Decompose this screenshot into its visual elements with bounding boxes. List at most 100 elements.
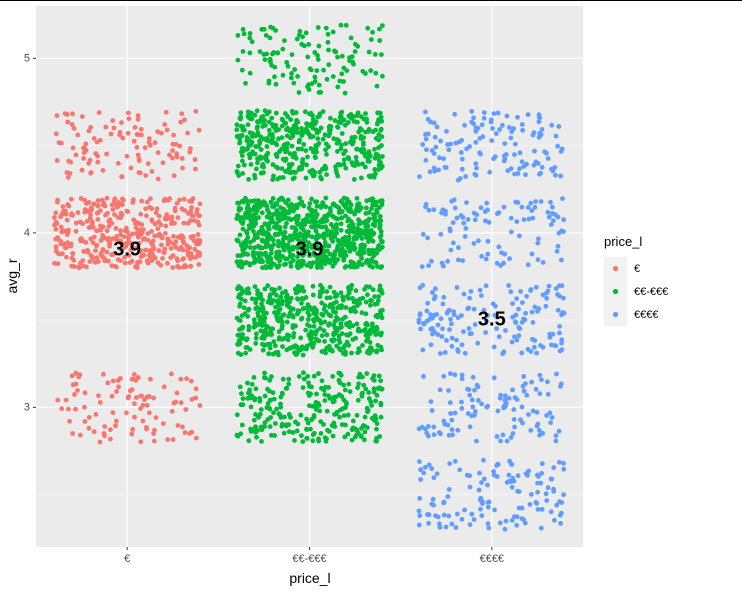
data-point [106,223,112,229]
data-point [481,476,487,482]
data-point [304,435,310,441]
data-point [288,263,294,269]
data-point [446,513,452,519]
data-point [317,408,323,414]
data-point [423,136,429,142]
data-point [492,312,498,318]
data-point [326,259,332,265]
data-point [304,426,309,432]
data-point [276,250,282,256]
data-point [490,126,495,131]
data-point [326,62,332,68]
data-point [299,300,304,306]
data-point [378,265,384,270]
data-point [338,249,343,255]
data-point [82,209,88,215]
data-point [73,220,79,226]
data-point [311,214,317,219]
data-point [272,262,277,267]
data-point [373,438,379,444]
data-point [243,350,249,356]
data-point [304,121,309,126]
data-point [152,221,158,227]
data-point [63,397,69,403]
data-point [379,347,384,353]
data-point [159,242,164,248]
data-point [111,125,117,131]
data-point [322,398,328,403]
data-point [178,400,184,406]
data-point [273,110,279,116]
data-point [502,156,508,162]
data-point [336,206,342,211]
data-point [353,229,359,235]
data-point [143,247,148,253]
data-point [494,474,500,479]
data-point [60,204,66,210]
data-point [515,488,520,494]
data-point [293,419,298,425]
data-point [375,342,381,348]
data-point [236,338,242,344]
data-point [330,74,336,79]
data-point [440,326,445,332]
data-point [486,525,492,531]
data-point [478,151,483,157]
data-point [333,291,339,297]
data-point [501,404,507,410]
data-point [161,384,167,390]
data-point [304,244,310,249]
data-point [363,321,369,327]
data-point [146,394,152,399]
data-point [349,160,355,166]
data-point [335,316,341,322]
data-point [278,394,284,400]
data-point [547,410,553,416]
data-point [417,513,423,519]
data-point [273,421,278,426]
data-point [314,212,320,218]
data-point [53,131,59,137]
data-point [518,289,523,294]
data-point [260,114,266,119]
data-point [350,296,355,301]
data-point [297,28,303,34]
data-point [306,205,312,211]
data-point [473,161,479,167]
data-point [310,117,316,123]
data-point [289,131,295,136]
data-point [311,224,317,230]
data-point [132,372,137,377]
data-point [267,397,273,403]
data-point [84,264,89,270]
data-point [366,149,372,155]
data-point [81,156,86,161]
data-point [435,332,441,337]
data-point [262,420,268,426]
data-point [450,220,456,226]
data-point [502,393,508,399]
data-point [267,297,273,303]
data-point [181,220,187,226]
data-point [95,217,101,222]
data-point [510,301,515,306]
data-point [378,198,383,204]
data-point [378,126,384,132]
data-point [553,133,559,139]
data-point [299,316,304,322]
data-point [369,206,374,211]
data-point [417,459,422,464]
data-point [319,265,324,270]
data-point [426,512,432,518]
data-point [290,313,296,319]
data-point [509,517,515,523]
data-point [431,312,437,318]
data-point [504,113,510,119]
data-point [529,492,534,497]
data-point [238,206,244,212]
data-point [479,253,484,259]
data-point [299,201,305,207]
data-point [519,159,525,165]
data-point [331,322,337,328]
data-point [303,327,309,333]
